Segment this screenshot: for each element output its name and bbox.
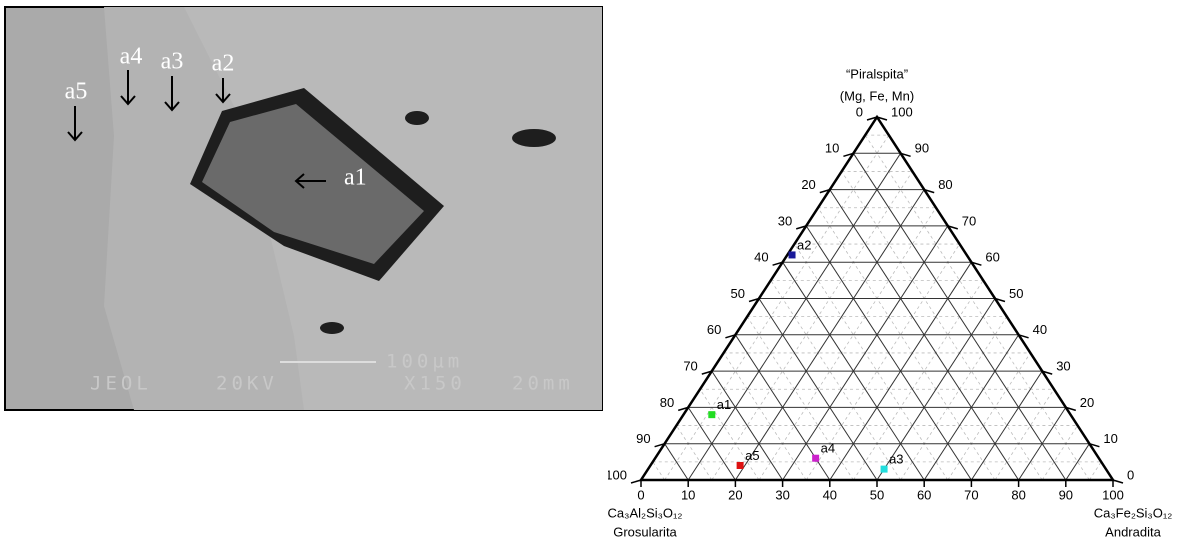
- inclusion: [405, 111, 429, 125]
- bottom-tick-label: 60: [917, 487, 931, 502]
- right-tick-label: 20: [1080, 395, 1094, 410]
- point-label: a5: [65, 79, 88, 105]
- right-tick-label: 40: [1033, 322, 1047, 337]
- right-tick-label: 0: [1127, 467, 1134, 482]
- footer-text: X150: [404, 373, 466, 395]
- data-point: [737, 462, 744, 469]
- right-sublabel: Andradita: [1105, 524, 1161, 539]
- minor-grid-line: [665, 135, 889, 480]
- left-tick-label: 60: [707, 322, 721, 337]
- left-tick-label: 30: [778, 213, 792, 228]
- minor-grid-line: [818, 208, 995, 480]
- sem-image: a1 a2 a3 a4 a5 100µm JEOL 20KV X150 20mm: [4, 6, 604, 416]
- data-point: [708, 411, 715, 418]
- minor-grid-line: [995, 389, 1054, 480]
- left-label: Ca₃Al₂Si₃O₁₂: [608, 505, 682, 520]
- scale-text: 100µm: [386, 351, 463, 373]
- right-tick-label: 80: [938, 177, 952, 192]
- bottom-tick-label: 10: [681, 487, 695, 502]
- tick-mark: [1113, 480, 1123, 483]
- left-tick-label: 0: [856, 104, 863, 119]
- minor-grid-line: [759, 208, 936, 480]
- bottom-tick-label: 80: [1011, 487, 1025, 502]
- left-tick-label: 40: [754, 250, 768, 265]
- footer-text: 20mm: [512, 373, 574, 395]
- left-tick-label: 20: [801, 177, 815, 192]
- top-sublabel: (Mg, Fe, Mn): [840, 88, 914, 103]
- bottom-tick-label: 100: [1102, 487, 1124, 502]
- right-tick-label: 10: [1103, 431, 1117, 446]
- right-tick-label: 90: [915, 141, 929, 156]
- minor-grid-line: [1089, 462, 1101, 480]
- bottom-tick-label: 30: [775, 487, 789, 502]
- right-tick-label: 70: [962, 213, 976, 228]
- bottom-tick-label: 90: [1059, 487, 1073, 502]
- data-point: [881, 466, 888, 473]
- top-label: “Piralspita”: [846, 66, 908, 81]
- right-label: Ca₃Fe₂Si₃O₁₂: [1094, 505, 1173, 520]
- point-label: a4: [821, 441, 835, 456]
- data-point: [789, 251, 796, 258]
- bottom-tick-label: 0: [637, 487, 644, 502]
- minor-grid-line: [794, 244, 947, 480]
- bottom-tick-label: 50: [870, 487, 884, 502]
- inclusion: [512, 129, 556, 147]
- point-label: a5: [745, 448, 759, 463]
- minor-grid-line: [901, 317, 1007, 480]
- tick-mark: [631, 480, 641, 483]
- bottom-tick-label: 20: [728, 487, 742, 502]
- point-label: a1: [717, 397, 731, 412]
- point-label: a3: [161, 49, 184, 75]
- data-point: [812, 455, 819, 462]
- left-sublabel: Grosularita: [613, 524, 677, 539]
- bottom-tick-label: 70: [964, 487, 978, 502]
- right-tick-label: 50: [1009, 286, 1023, 301]
- left-tick-label: 80: [660, 395, 674, 410]
- point-label: a2: [797, 237, 811, 252]
- minor-grid-line: [865, 135, 1089, 480]
- point-label: a3: [889, 452, 903, 467]
- point-label: a1: [344, 165, 367, 191]
- point-label: a4: [120, 44, 143, 70]
- footer-text: JEOL: [90, 373, 152, 395]
- left-tick-label: 100: [608, 467, 627, 482]
- right-tick-label: 60: [985, 250, 999, 265]
- left-tick-label: 90: [636, 431, 650, 446]
- minor-grid-line: [653, 462, 665, 480]
- right-tick-label: 100: [891, 104, 913, 119]
- footer-text: 20KV: [216, 373, 278, 395]
- ternary-chart: “Piralspita” (Mg, Fe, Mn) Ca₃Al₂Si₃O₁₂ G…: [608, 0, 1178, 542]
- inclusion: [320, 322, 344, 334]
- point-label: a2: [212, 51, 235, 77]
- bottom-tick-label: 40: [823, 487, 837, 502]
- left-tick-label: 70: [683, 359, 697, 374]
- page: { "image": { "point_labels": ["a1", "a2"…: [0, 0, 1178, 542]
- minor-grid-line: [747, 317, 853, 480]
- minor-grid-line: [853, 280, 983, 480]
- minor-grid-line: [771, 280, 901, 480]
- left-tick-label: 10: [825, 141, 839, 156]
- minor-grid-line: [948, 353, 1031, 480]
- right-tick-label: 30: [1056, 359, 1070, 374]
- minor-grid-line: [724, 353, 807, 480]
- left-tick-label: 50: [731, 286, 745, 301]
